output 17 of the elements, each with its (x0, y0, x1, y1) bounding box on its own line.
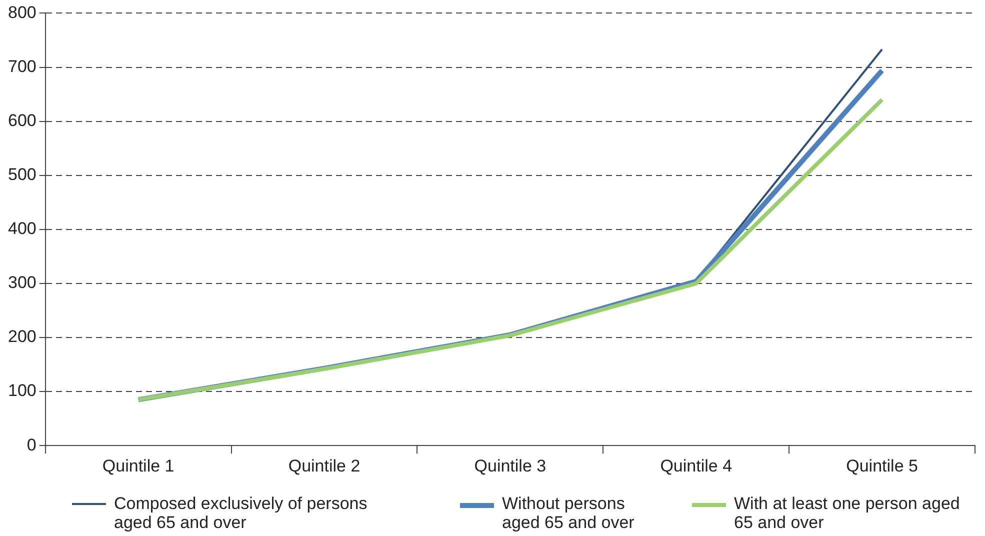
x-tick-label: Quintile 2 (288, 456, 360, 476)
x-tick-label: Quintile 5 (846, 456, 918, 476)
y-tick-label: 700 (8, 56, 36, 76)
y-tick-label: 100 (8, 381, 36, 400)
x-tick-label: Quintile 4 (660, 456, 732, 476)
y-tick-label: 500 (8, 165, 36, 184)
y-tick-label: 300 (8, 273, 36, 292)
y-tick-label: 800 (8, 2, 36, 22)
y-tick-label: 600 (8, 110, 36, 130)
legend-label: Composed exclusively of persons aged 65 and over (114, 494, 368, 532)
x-tick-label: Quintile 3 (474, 456, 546, 476)
y-tick-label: 200 (8, 327, 36, 346)
y-tick-label: 400 (8, 219, 36, 238)
legend-label: With at least one person aged 65 and over (734, 494, 961, 532)
y-tick-label: 0 (26, 435, 36, 454)
legend-label: Without persons aged 65 and over (502, 494, 636, 532)
x-tick-label: Quintile 1 (102, 456, 174, 476)
